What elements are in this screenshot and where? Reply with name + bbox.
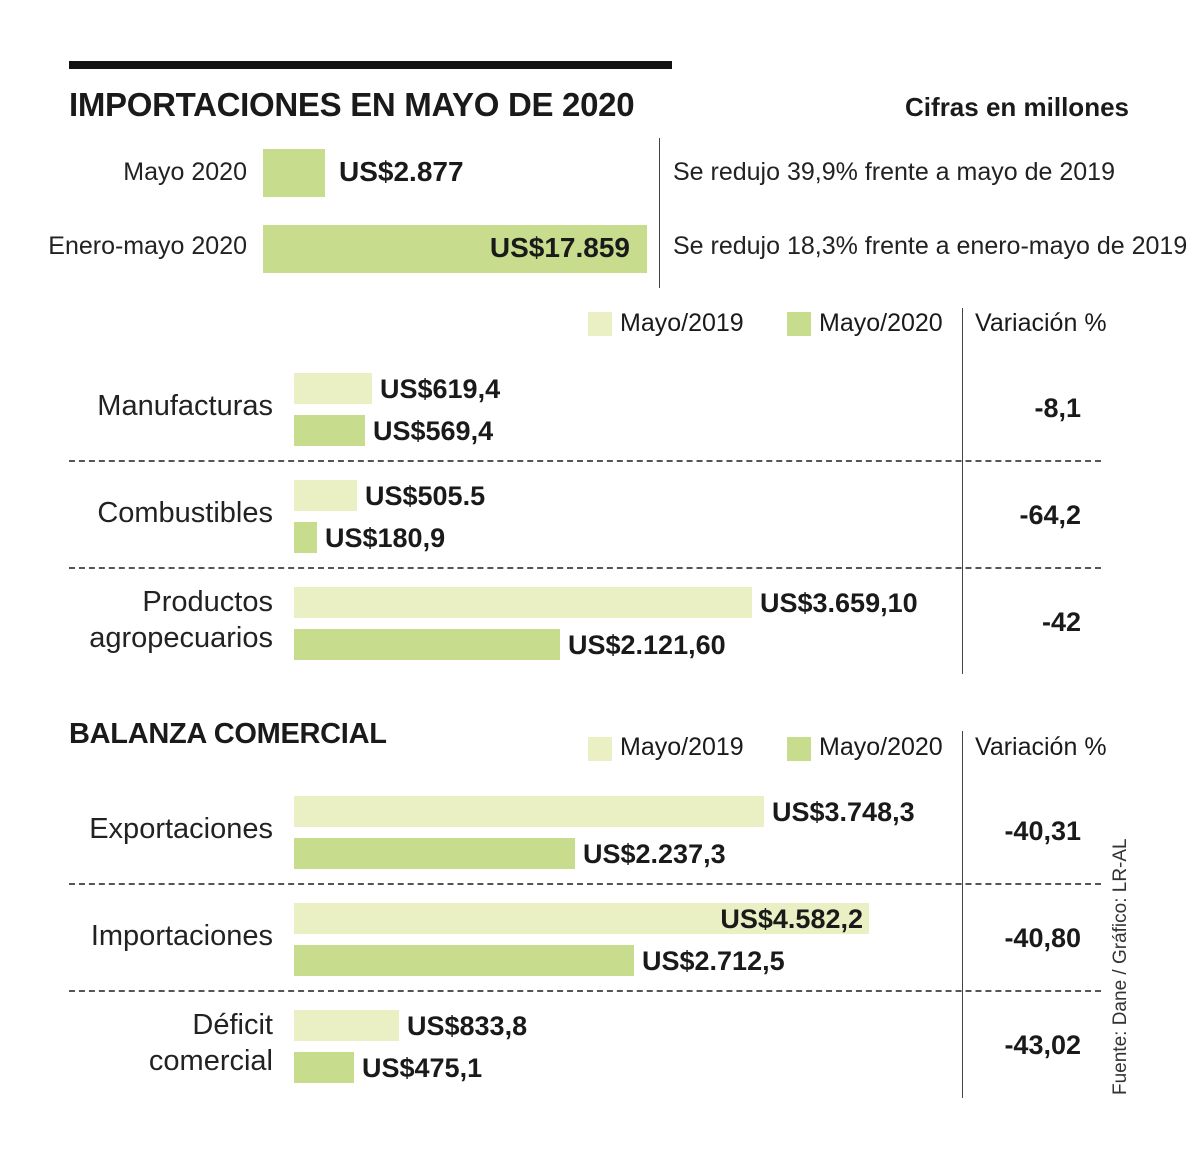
bar-2020	[294, 629, 560, 660]
legend-label-2020: Mayo/2020	[819, 309, 943, 337]
variation-value: -42	[1041, 607, 1081, 637]
variation-value: -40,31	[1004, 816, 1081, 846]
bar-2019	[294, 480, 357, 511]
legend-swatch-2019-b	[588, 737, 612, 761]
variation-header-b: Variación %	[975, 733, 1107, 761]
chart2-divider	[962, 731, 963, 1098]
data-label: US$180,9	[325, 523, 446, 553]
summary-divider	[659, 138, 660, 288]
legend-swatch-2019	[588, 312, 612, 336]
variation-value: -8,1	[1034, 393, 1081, 423]
summary-value-may: US$2.877	[339, 156, 464, 187]
legend-label-2019-b: Mayo/2019	[620, 733, 744, 761]
chart1-divider	[962, 308, 963, 674]
category-label: Productos agropecuarios	[89, 586, 273, 654]
data-label: US$569,4	[373, 416, 494, 446]
summary-label-may: Mayo 2020	[123, 158, 247, 186]
variation-value: -43,02	[1004, 1030, 1081, 1060]
bar-2020	[294, 522, 317, 553]
data-label: US$2.237,3	[583, 839, 726, 869]
data-label: US$4.582,2	[720, 904, 863, 934]
summary-bar-may	[263, 149, 325, 197]
legend-swatch-2020	[787, 312, 811, 336]
summary-note-may: Se redujo 39,9% frente a mayo de 2019	[673, 158, 1115, 186]
data-label: US$3.748,3	[772, 797, 915, 827]
summary-value-jan-may: US$17.859	[489, 232, 630, 263]
summary-label-jan-may: Enero-mayo 2020	[48, 232, 247, 260]
bar-2019	[294, 587, 752, 618]
data-label: US$2.121,60	[568, 630, 726, 660]
category-label: Exportaciones	[89, 813, 273, 845]
category-label: Combustibles	[97, 497, 273, 529]
data-label: US$505.5	[365, 481, 486, 511]
source-note: Fuente: Dane / Gráfico: LR-AL	[1110, 838, 1131, 1095]
category-label: Manufacturas	[97, 390, 273, 422]
legend-label-2020-b: Mayo/2020	[819, 733, 943, 761]
section-title-balanza: BALANZA COMERCIAL	[69, 718, 387, 750]
category-label: Importaciones	[90, 920, 273, 952]
bar-2020	[294, 838, 575, 869]
bar-2019	[294, 1010, 399, 1041]
bar-2019	[294, 796, 764, 827]
title-rule	[69, 61, 672, 69]
row-separator	[69, 567, 1101, 569]
variation-header: Variación %	[975, 309, 1107, 337]
row-separator	[69, 990, 1101, 992]
variation-value: -40,80	[1004, 923, 1081, 953]
category-label: Déficit comercial	[148, 1009, 273, 1077]
row-separator	[69, 460, 1101, 462]
bar-2019	[294, 903, 869, 934]
summary-bar-jan-may	[263, 225, 647, 273]
data-label: US$619,4	[380, 374, 501, 404]
data-label: US$475,1	[362, 1053, 483, 1083]
legend-label-2019: Mayo/2019	[620, 309, 744, 337]
data-label: US$2.712,5	[642, 946, 785, 976]
data-label: US$833,8	[407, 1011, 528, 1041]
bar-2019	[294, 373, 372, 404]
summary-note-jan-may: Se redujo 18,3% frente a enero-mayo de 2…	[673, 232, 1188, 260]
variation-value: -64,2	[1019, 500, 1081, 530]
row-separator	[69, 883, 1101, 885]
bar-2020	[294, 1052, 354, 1083]
bar-2020	[294, 415, 365, 446]
units-note: Cifras en millones	[905, 92, 1129, 122]
data-label: US$3.659,10	[760, 588, 918, 618]
bar-2020	[294, 945, 634, 976]
chart-title: IMPORTACIONES EN MAYO DE 2020	[69, 86, 635, 123]
legend-swatch-2020-b	[787, 737, 811, 761]
